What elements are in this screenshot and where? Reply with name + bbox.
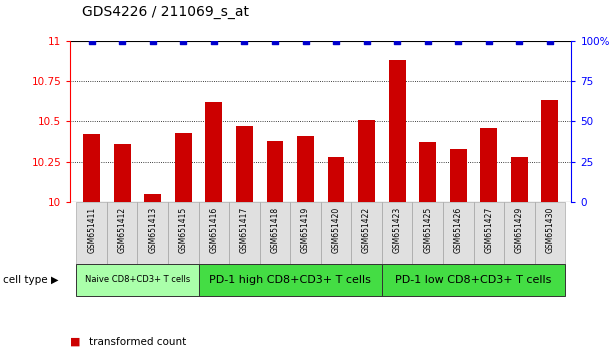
Bar bbox=[412, 202, 443, 264]
Bar bbox=[83, 134, 100, 202]
Bar bbox=[541, 100, 558, 202]
Bar bbox=[205, 102, 222, 202]
Point bbox=[178, 38, 188, 44]
Text: GSM651411: GSM651411 bbox=[87, 207, 96, 253]
Text: ■: ■ bbox=[70, 337, 81, 347]
Text: GSM651420: GSM651420 bbox=[332, 207, 340, 253]
Point bbox=[209, 38, 219, 44]
Point bbox=[270, 38, 280, 44]
Bar bbox=[511, 157, 528, 202]
Bar bbox=[504, 202, 535, 264]
Point bbox=[301, 38, 310, 44]
Text: cell type: cell type bbox=[3, 275, 48, 285]
Text: GSM651427: GSM651427 bbox=[485, 207, 493, 253]
Text: GSM651419: GSM651419 bbox=[301, 207, 310, 253]
Text: GSM651423: GSM651423 bbox=[393, 207, 401, 253]
Bar bbox=[450, 149, 467, 202]
Point bbox=[148, 38, 158, 44]
Text: GSM651426: GSM651426 bbox=[454, 207, 463, 253]
Bar bbox=[290, 202, 321, 264]
Text: Naive CD8+CD3+ T cells: Naive CD8+CD3+ T cells bbox=[85, 275, 190, 284]
Text: GSM651418: GSM651418 bbox=[271, 207, 279, 253]
Text: GSM651417: GSM651417 bbox=[240, 207, 249, 253]
Point bbox=[240, 38, 249, 44]
Point bbox=[545, 38, 555, 44]
Bar bbox=[297, 136, 314, 202]
Text: PD-1 low CD8+CD3+ T cells: PD-1 low CD8+CD3+ T cells bbox=[395, 275, 552, 285]
Point bbox=[392, 38, 402, 44]
Point bbox=[331, 38, 341, 44]
Text: GSM651413: GSM651413 bbox=[148, 207, 157, 253]
Bar bbox=[351, 202, 382, 264]
Text: GSM651415: GSM651415 bbox=[179, 207, 188, 253]
Text: GSM651422: GSM651422 bbox=[362, 207, 371, 253]
Text: GSM651425: GSM651425 bbox=[423, 207, 432, 253]
Bar bbox=[144, 194, 161, 202]
Text: GDS4226 / 211069_s_at: GDS4226 / 211069_s_at bbox=[82, 5, 249, 19]
Bar bbox=[114, 144, 131, 202]
Point bbox=[514, 38, 524, 44]
Bar bbox=[535, 202, 565, 264]
Bar bbox=[76, 264, 199, 296]
Bar bbox=[229, 202, 260, 264]
Bar bbox=[358, 120, 375, 202]
Text: GSM651412: GSM651412 bbox=[118, 207, 126, 253]
Bar bbox=[168, 202, 199, 264]
Bar bbox=[474, 202, 504, 264]
Text: GSM651416: GSM651416 bbox=[210, 207, 218, 253]
Text: PD-1 high CD8+CD3+ T cells: PD-1 high CD8+CD3+ T cells bbox=[210, 275, 371, 285]
Bar bbox=[419, 142, 436, 202]
Bar bbox=[382, 264, 565, 296]
Bar bbox=[480, 128, 497, 202]
Text: ▶: ▶ bbox=[51, 275, 58, 285]
Bar bbox=[443, 202, 474, 264]
Bar bbox=[260, 202, 290, 264]
Text: GSM651429: GSM651429 bbox=[515, 207, 524, 253]
Bar bbox=[389, 60, 406, 202]
Bar bbox=[199, 202, 229, 264]
Text: GSM651430: GSM651430 bbox=[546, 207, 554, 253]
Point bbox=[362, 38, 371, 44]
Bar bbox=[76, 202, 107, 264]
Bar bbox=[175, 132, 192, 202]
Bar bbox=[137, 202, 168, 264]
Point bbox=[117, 38, 127, 44]
Bar bbox=[327, 157, 345, 202]
Point bbox=[87, 38, 97, 44]
Text: transformed count: transformed count bbox=[89, 337, 186, 347]
Point bbox=[484, 38, 494, 44]
Bar bbox=[266, 141, 284, 202]
Bar bbox=[321, 202, 351, 264]
Bar bbox=[107, 202, 137, 264]
Point bbox=[453, 38, 463, 44]
Bar bbox=[382, 202, 412, 264]
Bar bbox=[236, 126, 253, 202]
Point bbox=[423, 38, 433, 44]
Bar bbox=[199, 264, 382, 296]
